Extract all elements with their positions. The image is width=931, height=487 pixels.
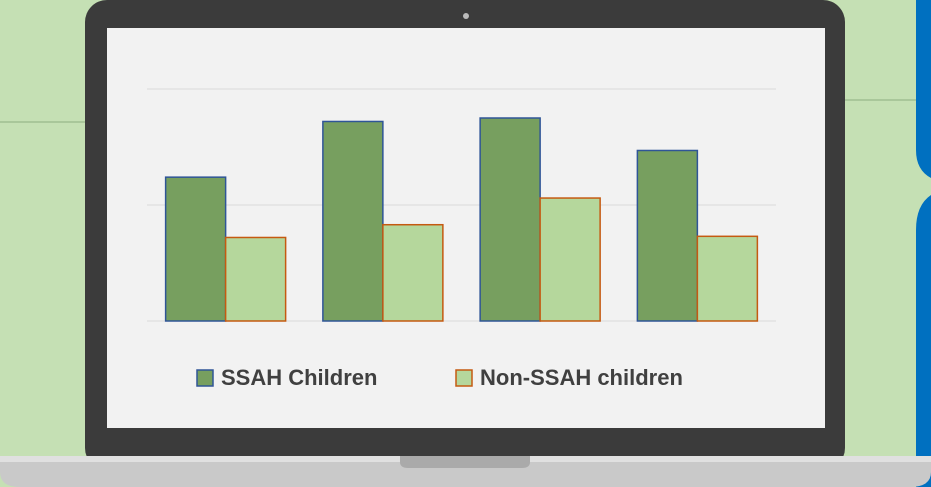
decor-shape	[916, 0, 931, 178]
legend-swatch	[455, 369, 473, 387]
bar	[539, 197, 601, 322]
bar	[224, 236, 287, 322]
decor-shape	[916, 195, 931, 487]
legend-label: Non-SSAH children	[480, 365, 683, 390]
bar	[479, 117, 541, 322]
camera	[463, 13, 469, 19]
screen	[107, 28, 825, 428]
bar	[164, 176, 227, 322]
bar	[382, 223, 444, 322]
legend-label: SSAH Children	[221, 365, 377, 390]
bar	[636, 149, 699, 322]
bar	[696, 235, 759, 322]
laptop-notch	[400, 456, 530, 468]
laptop-base	[0, 456, 931, 487]
legend-swatch	[196, 369, 214, 387]
bar	[322, 120, 384, 322]
